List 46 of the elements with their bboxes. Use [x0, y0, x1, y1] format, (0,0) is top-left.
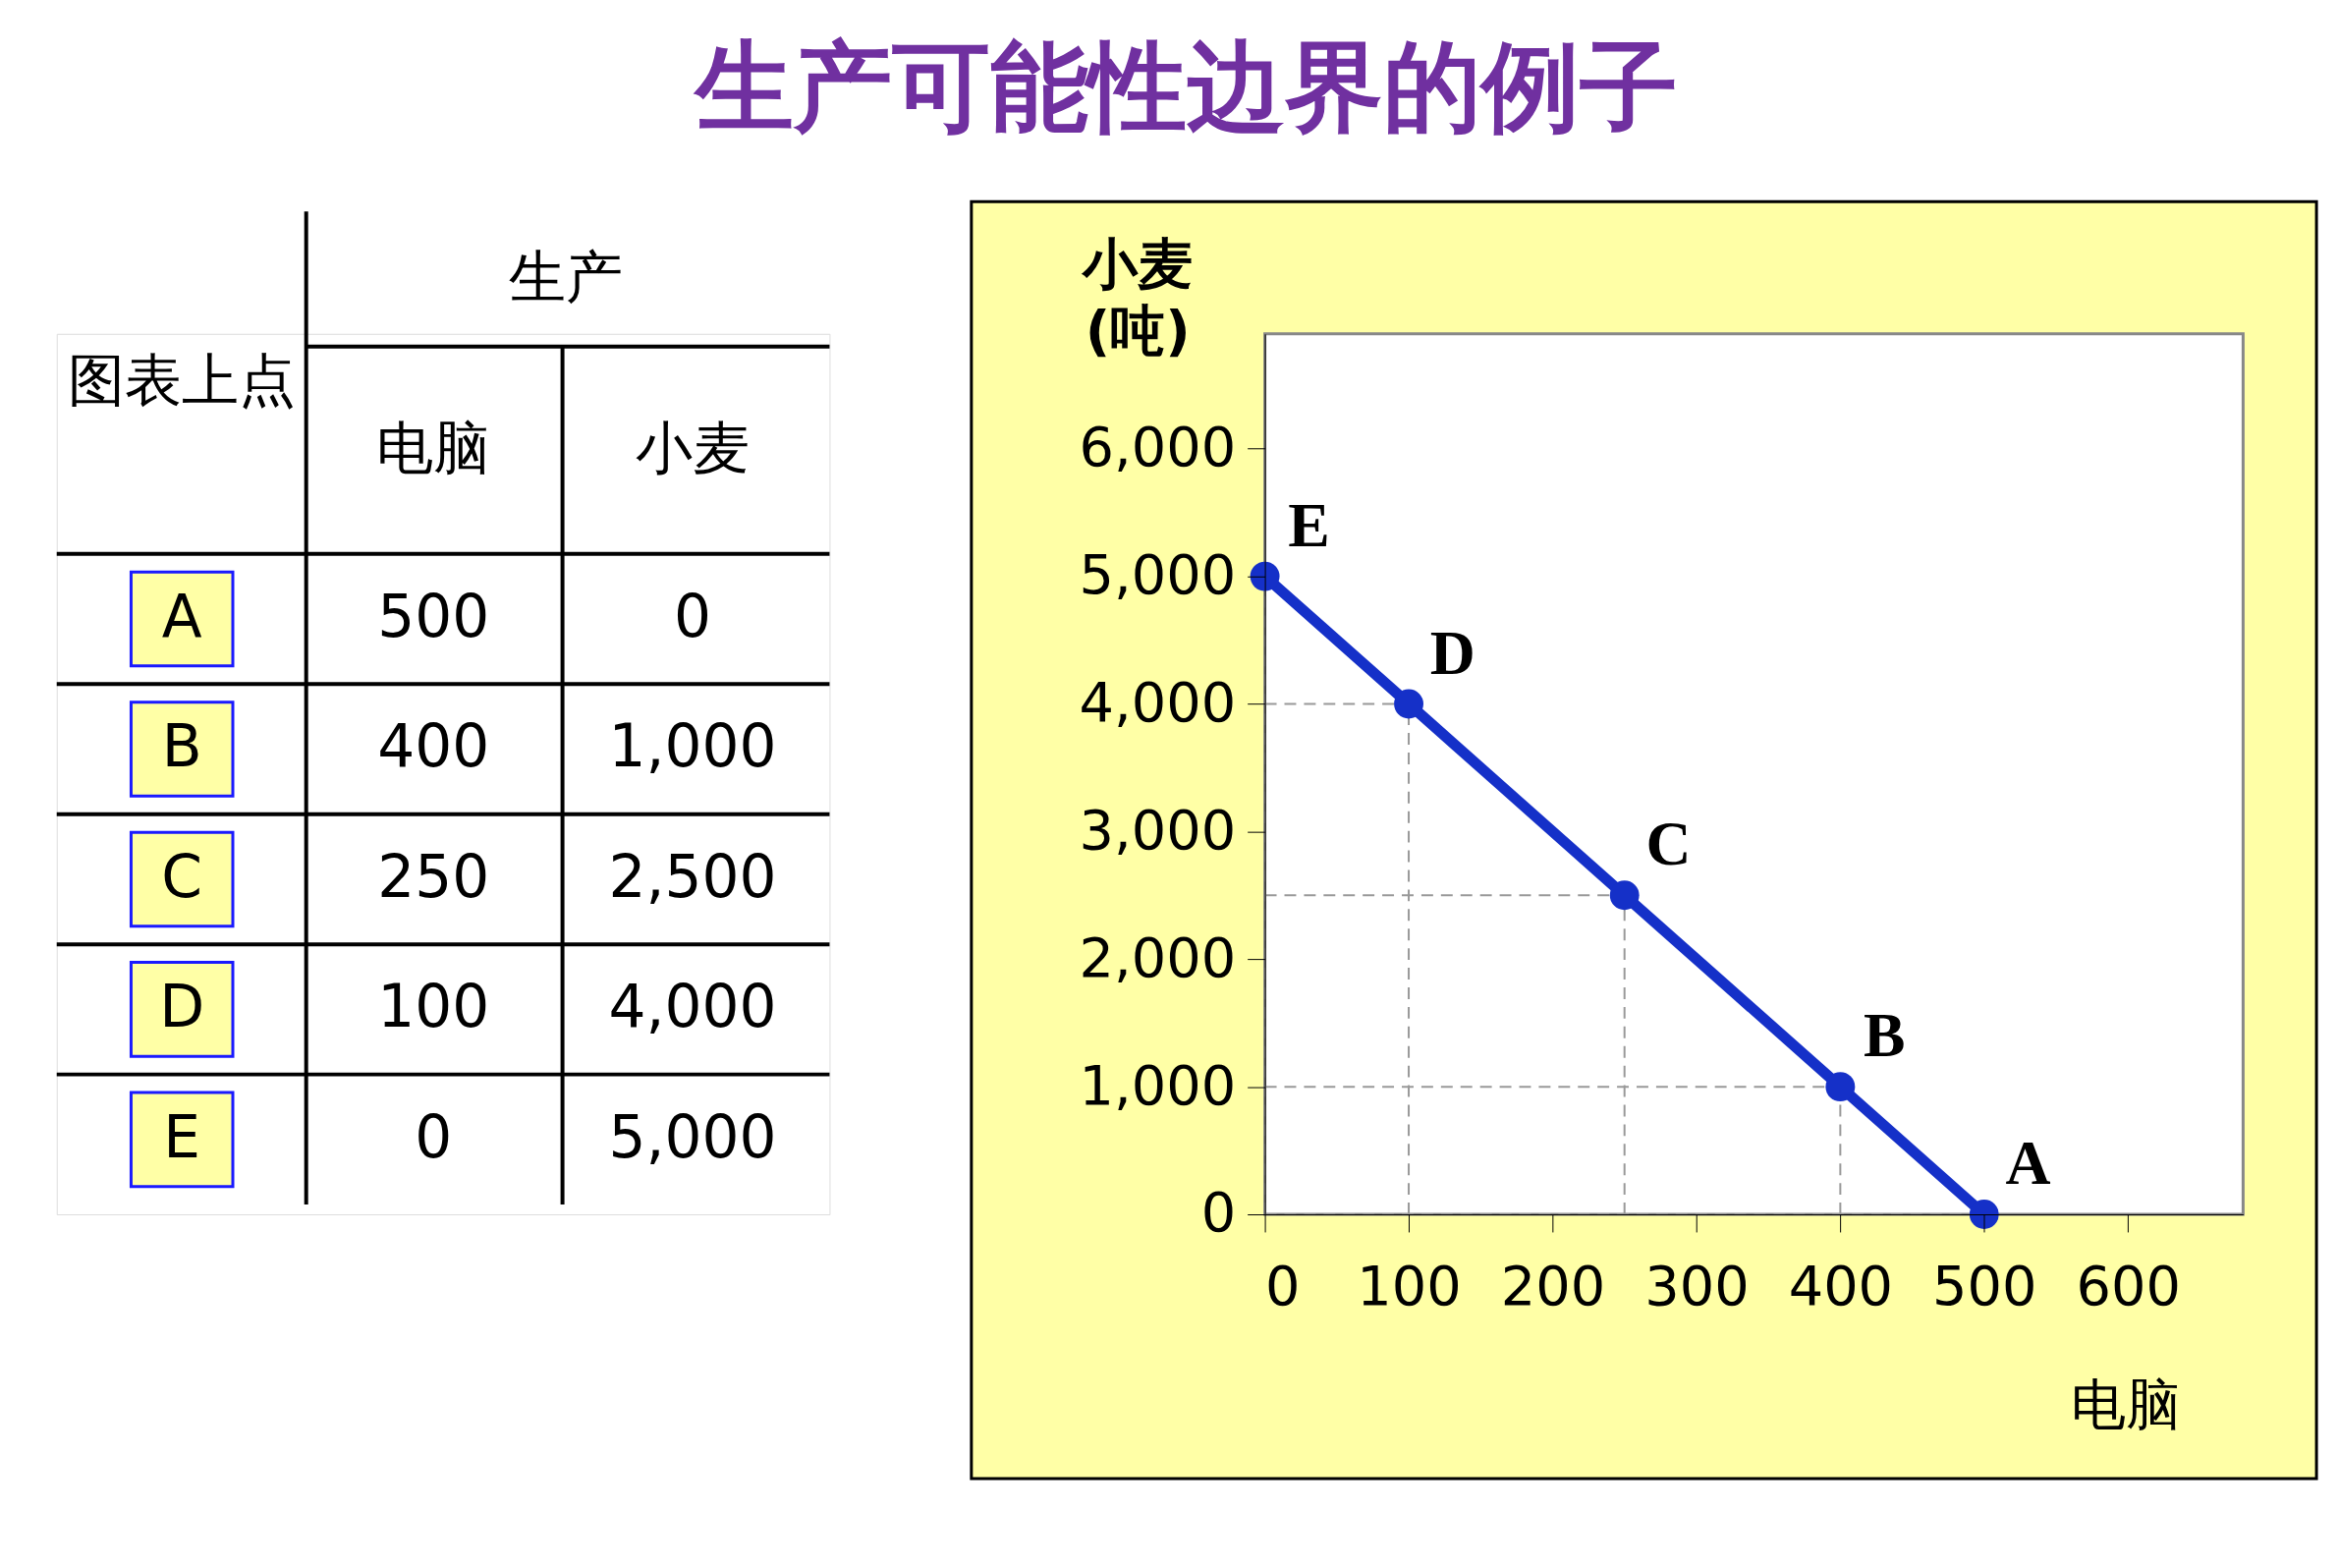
- annotation: B: [1863, 1000, 1906, 1071]
- y-tick-label: 1,000: [1079, 1052, 1237, 1117]
- text: B: [161, 712, 202, 781]
- point: [1609, 880, 1640, 911]
- text: E: [163, 1102, 201, 1171]
- y-tick-label: 6,000: [1079, 415, 1237, 479]
- text: 4,000: [608, 973, 777, 1041]
- text: A: [161, 582, 202, 650]
- text: 图表上点: [68, 346, 297, 414]
- text: 2,500: [608, 842, 777, 911]
- text: 小麦: [636, 415, 751, 482]
- text: 0: [674, 582, 712, 650]
- y-tick-label: 2,000: [1079, 924, 1237, 989]
- x-tick-label: 600: [2076, 1254, 2181, 1318]
- x-tick-label: 300: [1644, 1254, 1750, 1318]
- y-tick-label: 3,000: [1079, 797, 1237, 862]
- point: [1250, 561, 1280, 591]
- annotation: C: [1645, 809, 1692, 879]
- chart-title: 生产可能性边界的例子: [692, 29, 1678, 143]
- x-tick-label: 100: [1357, 1254, 1462, 1318]
- text: 250: [377, 842, 490, 911]
- y-axis-title: 小麦 (吨): [1081, 232, 1194, 363]
- text: 1,000: [608, 712, 777, 781]
- annotation: E: [1288, 489, 1330, 560]
- y-tick-label: 4,000: [1079, 669, 1237, 734]
- point: [1825, 1072, 1856, 1102]
- text: D: [159, 973, 205, 1041]
- text: 100: [377, 973, 490, 1041]
- x-tick-label: 500: [1932, 1254, 2037, 1318]
- text: 500: [377, 582, 490, 650]
- y-tick-label: 5,000: [1079, 542, 1237, 606]
- x-tick-label: 400: [1788, 1254, 1894, 1318]
- x-tick-label: 200: [1500, 1254, 1606, 1318]
- text: C: [161, 842, 203, 911]
- text: 生产: [508, 243, 623, 310]
- y-tick-label: 0: [1200, 1180, 1237, 1245]
- text: 400: [377, 712, 490, 781]
- annotation: D: [1429, 617, 1475, 688]
- point: [1394, 689, 1423, 719]
- annotation: A: [2005, 1128, 2051, 1199]
- text: 电脑: [376, 415, 491, 482]
- point: [1969, 1200, 1999, 1229]
- x-axis-title: 电脑: [2070, 1372, 2181, 1437]
- text: 5,000: [608, 1102, 777, 1171]
- text: 0: [415, 1102, 453, 1171]
- x-tick-label: 0: [1265, 1254, 1301, 1318]
